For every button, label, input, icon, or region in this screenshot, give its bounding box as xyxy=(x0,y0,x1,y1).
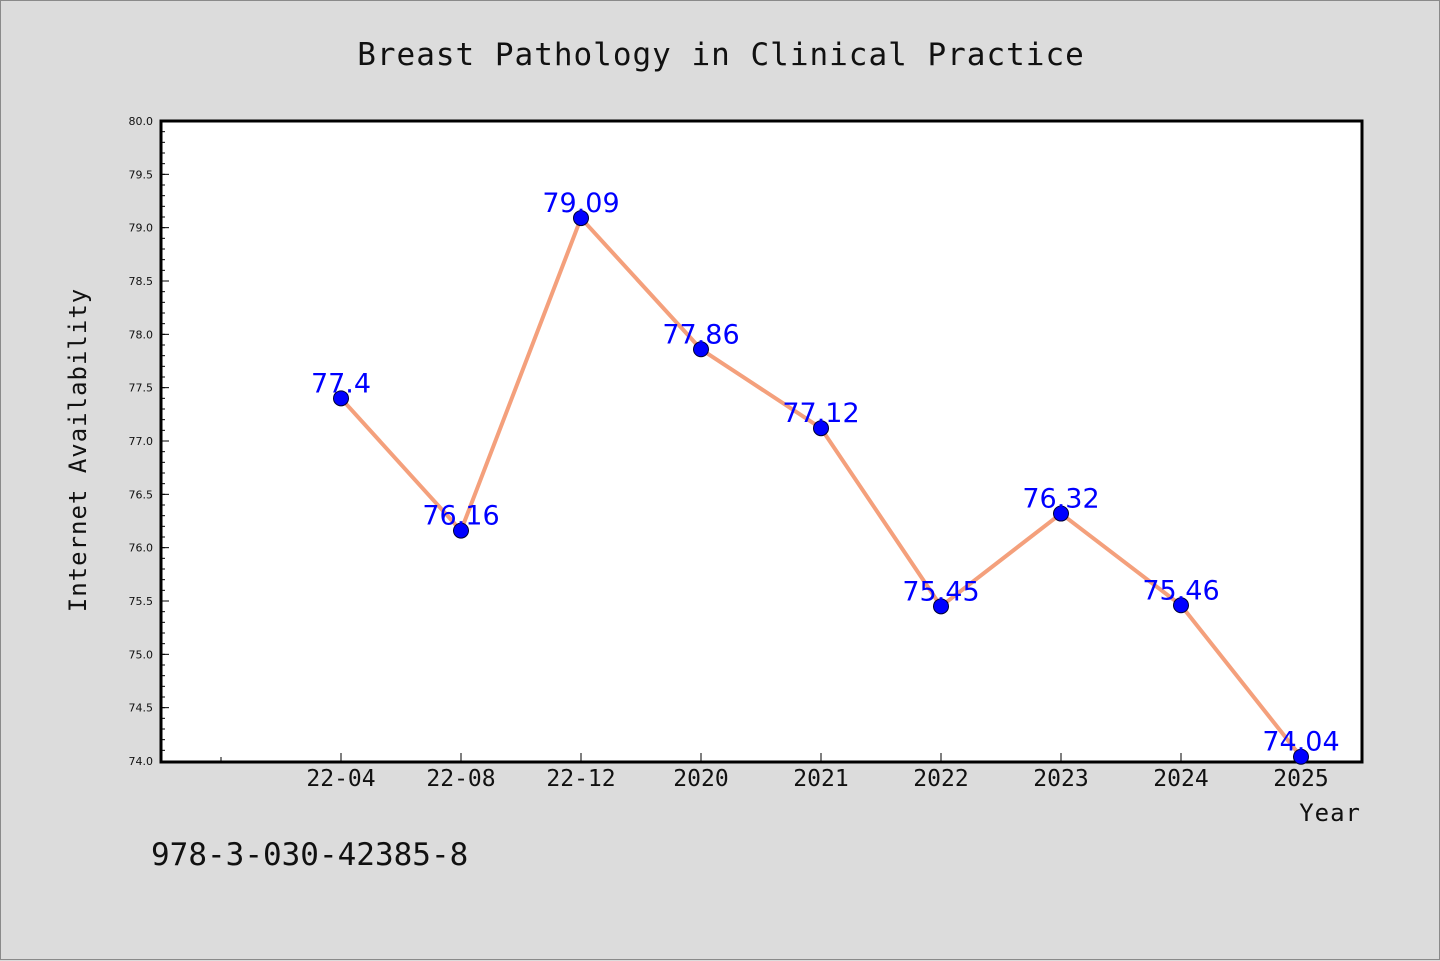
x-axis-label: Year xyxy=(1299,799,1361,827)
data-label: 74.04 xyxy=(1262,727,1339,758)
x-tick-label: 2023 xyxy=(1033,766,1088,792)
y-tick-label: 80.0 xyxy=(129,115,154,128)
x-axis: 22-04 22-08 22-12 2020 2021 2022 2023 2024 2025 xyxy=(220,753,1329,792)
data-point xyxy=(813,420,829,437)
data-labels: 77.4 76.16 79.09 77.86 77.12 75.45 76.32 75.46 7… xyxy=(311,188,1340,758)
chart-title: Breast Pathology in Clinical Practice xyxy=(357,37,1085,73)
y-tick-label: 76.5 xyxy=(129,488,154,501)
data-label: 77.4 xyxy=(311,368,371,399)
data-label: 75.46 xyxy=(1142,575,1219,606)
data-label: 79.09 xyxy=(542,188,619,219)
y-tick-label: 79.0 xyxy=(129,222,154,235)
x-tick-label: 2021 xyxy=(793,766,848,792)
y-tick-label: 78.0 xyxy=(129,328,154,341)
data-label: 76.32 xyxy=(1022,484,1099,515)
x-tick-label: 2022 xyxy=(913,766,968,792)
data-point xyxy=(573,210,589,227)
data-point xyxy=(333,390,349,407)
x-tick-label: 22-12 xyxy=(546,766,615,792)
y-tick-label: 74.5 xyxy=(129,702,154,715)
data-point xyxy=(453,522,469,539)
y-axis-label: Internet Availability xyxy=(64,288,92,612)
data-point xyxy=(1293,748,1309,765)
y-tick-label: 79.5 xyxy=(129,168,154,181)
x-tick-label: 22-08 xyxy=(426,766,495,792)
y-axis: 74.0 74.5 75.0 75.5 76.0 76.5 77.0 77.5 78.0 78.5… xyxy=(129,115,169,768)
x-tick-label: 2024 xyxy=(1153,766,1208,792)
y-tick-label: 78.5 xyxy=(129,275,154,288)
data-point xyxy=(1173,597,1189,614)
data-label: 76.16 xyxy=(422,501,499,532)
y-tick-label: 77.0 xyxy=(129,435,154,448)
y-tick-label: 74.0 xyxy=(129,755,154,768)
data-label: 75.45 xyxy=(902,576,979,607)
y-tick-label: 77.5 xyxy=(129,382,154,395)
y-tick-label: 76.0 xyxy=(129,542,154,555)
x-tick-label: 22-04 xyxy=(306,766,375,792)
x-tick-label: 2020 xyxy=(673,766,728,792)
x-tick-label: 2025 xyxy=(1273,766,1328,792)
series-group xyxy=(333,210,1309,765)
data-point xyxy=(933,598,949,615)
data-label: 77.86 xyxy=(662,319,739,350)
data-point xyxy=(693,341,709,358)
data-point xyxy=(1053,505,1069,522)
isbn-text: 978-3-030-42385-8 xyxy=(151,837,468,873)
y-tick-label: 75.0 xyxy=(129,648,154,661)
y-tick-label: 75.5 xyxy=(129,595,154,608)
data-label: 77.12 xyxy=(782,398,859,429)
plot-area xyxy=(159,119,1364,764)
